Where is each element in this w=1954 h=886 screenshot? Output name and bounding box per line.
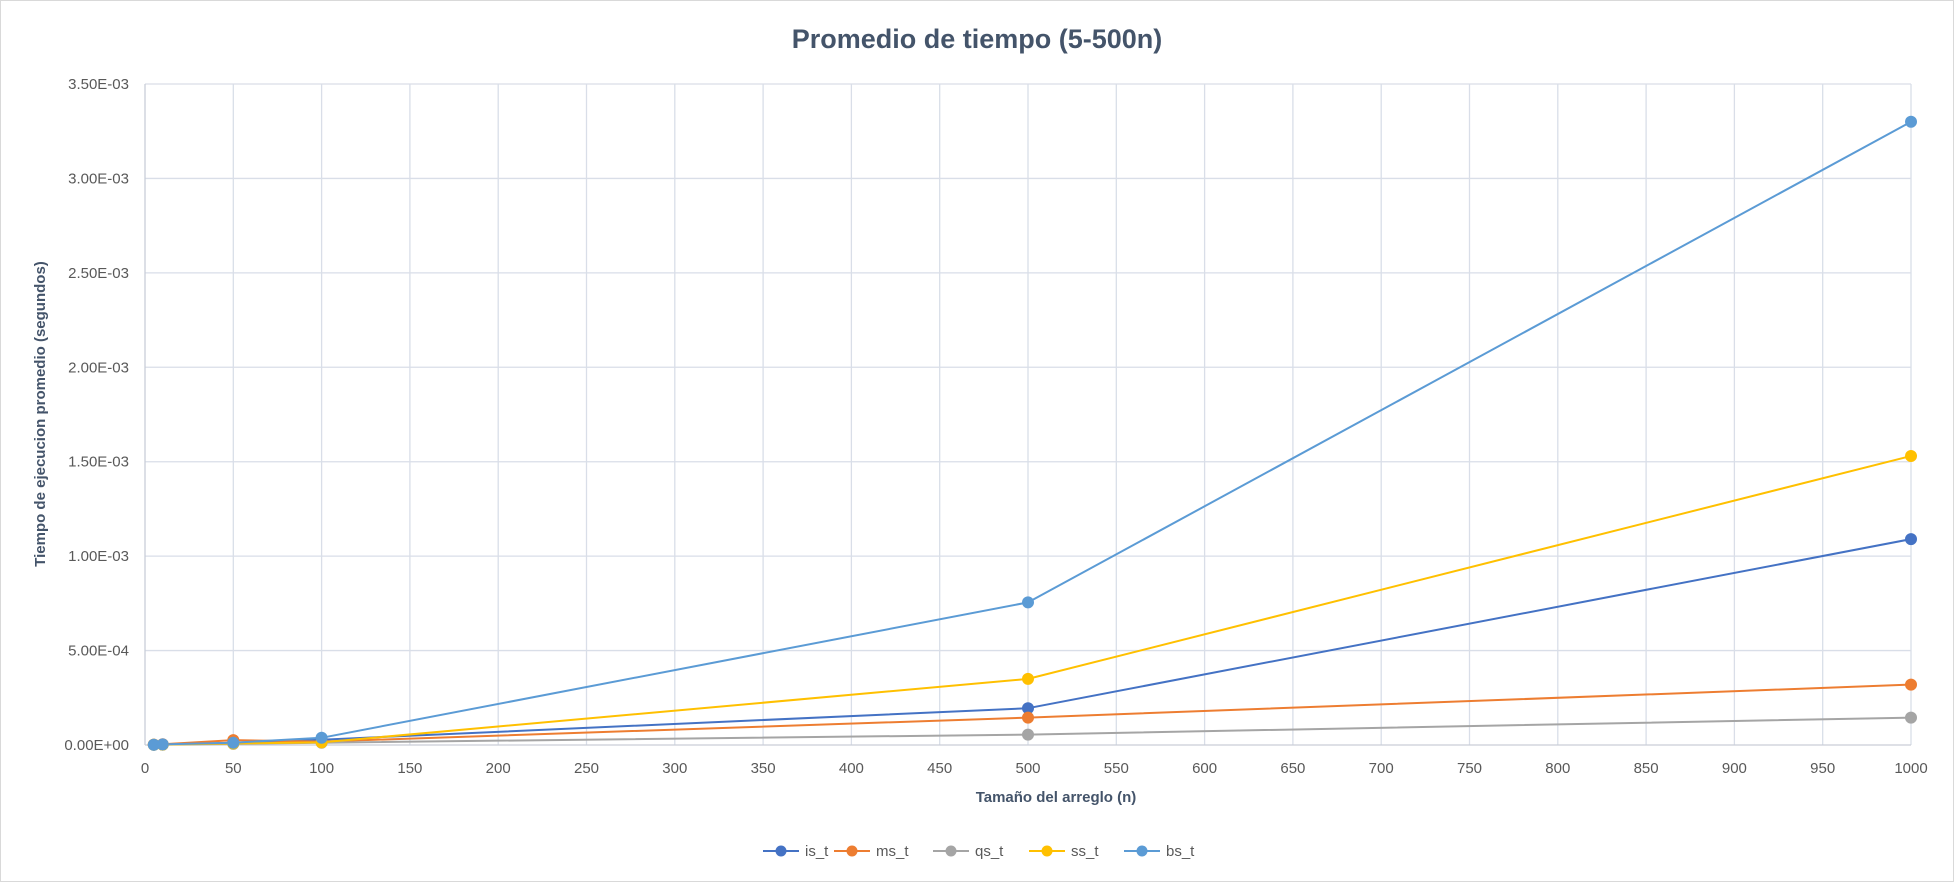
legend-label: ms_t [876, 843, 909, 860]
x-tick-label: 500 [1015, 760, 1040, 777]
axes [144, 84, 1911, 746]
legend-marker [775, 845, 787, 857]
legend-item-ms_t: ms_t [834, 843, 909, 860]
legend-item-ss_t: ss_t [1029, 843, 1099, 860]
x-tick-label: 150 [397, 760, 422, 777]
y-tick-label: 2.50E-03 [68, 265, 129, 282]
data-point-bs_t [1022, 596, 1034, 609]
legend-label: ss_t [1071, 843, 1099, 860]
legend-label: bs_t [1166, 843, 1195, 860]
x-tick-label: 1000 [1894, 760, 1927, 777]
x-tick-label: 50 [225, 760, 242, 777]
data-point-bs_t [1905, 115, 1917, 128]
data-point-ss_t [1022, 672, 1034, 685]
y-tick-label: 1.00E-03 [68, 548, 129, 565]
y-tick-label: 3.00E-03 [68, 170, 129, 187]
x-tick-label: 0 [141, 760, 149, 777]
data-point-bs_t [315, 731, 328, 744]
chart-title: Promedio de tiempo (5-500n) [792, 24, 1163, 54]
x-tick-label: 800 [1545, 760, 1570, 777]
gridlines [145, 83, 1912, 745]
legend-label: qs_t [975, 843, 1004, 860]
data-point-bs_t [227, 736, 240, 749]
legend-marker [846, 845, 858, 857]
x-tick-label: 300 [662, 760, 687, 777]
data-point-bs_t [156, 738, 169, 751]
x-tick-label: 600 [1192, 760, 1217, 777]
x-axis-title: Tamaño del arreglo (n) [976, 789, 1137, 806]
x-tick-label: 850 [1634, 760, 1659, 777]
data-point-is_t [1905, 533, 1917, 546]
x-tick-label: 700 [1369, 760, 1394, 777]
x-tick-label: 200 [486, 760, 511, 777]
legend: is_t ms_t qs_t ss_t bs_t [763, 843, 1195, 860]
x-tick-label: 650 [1280, 760, 1305, 777]
x-tick-label: 350 [751, 760, 776, 777]
y-tick-label: 0.00E+00 [64, 737, 129, 754]
data-point-qs_t [1022, 728, 1034, 741]
data-point-ms_t [1905, 678, 1917, 691]
y-tick-label: 5.00E-04 [68, 643, 129, 660]
y-tick-label: 2.00E-03 [68, 359, 129, 376]
legend-item-qs_t: qs_t [933, 843, 1004, 860]
legend-marker [1041, 845, 1053, 857]
series-line-bs_t [153, 120, 1912, 746]
legend-marker [945, 845, 957, 857]
y-axis-title: Tiempo de ejecucion promedio (segundos) [32, 261, 49, 567]
x-tick-label: 900 [1722, 760, 1747, 777]
data-point-ms_t [1022, 711, 1034, 724]
x-tick-labels: 0 50 100 150 200 250 300 350 400 450 500 550 600 650 7… [141, 760, 1928, 777]
legend-marker [1136, 845, 1148, 857]
x-tick-label: 400 [839, 760, 864, 777]
y-tick-label: 1.50E-03 [68, 454, 129, 471]
data-point-ss_t [1905, 450, 1917, 462]
y-tick-labels: 0.00E+00 5.00E-04 1.00E-03 1.50E-03 2.00E-03… [64, 76, 129, 754]
legend-item-is_t: is_t [763, 843, 829, 860]
series-lines [153, 120, 1912, 746]
x-tick-label: 550 [1104, 760, 1129, 777]
y-tick-label: 3.50E-03 [68, 76, 129, 93]
legend-label: is_t [805, 843, 829, 860]
legend-item-bs_t: bs_t [1124, 843, 1195, 860]
data-point-qs_t [1905, 711, 1917, 724]
x-tick-label: 450 [927, 760, 952, 777]
data-markers [147, 115, 1917, 751]
x-tick-label: 100 [309, 760, 334, 777]
x-tick-label: 750 [1457, 760, 1482, 777]
x-tick-label: 250 [574, 760, 599, 777]
x-tick-label: 950 [1810, 760, 1835, 777]
